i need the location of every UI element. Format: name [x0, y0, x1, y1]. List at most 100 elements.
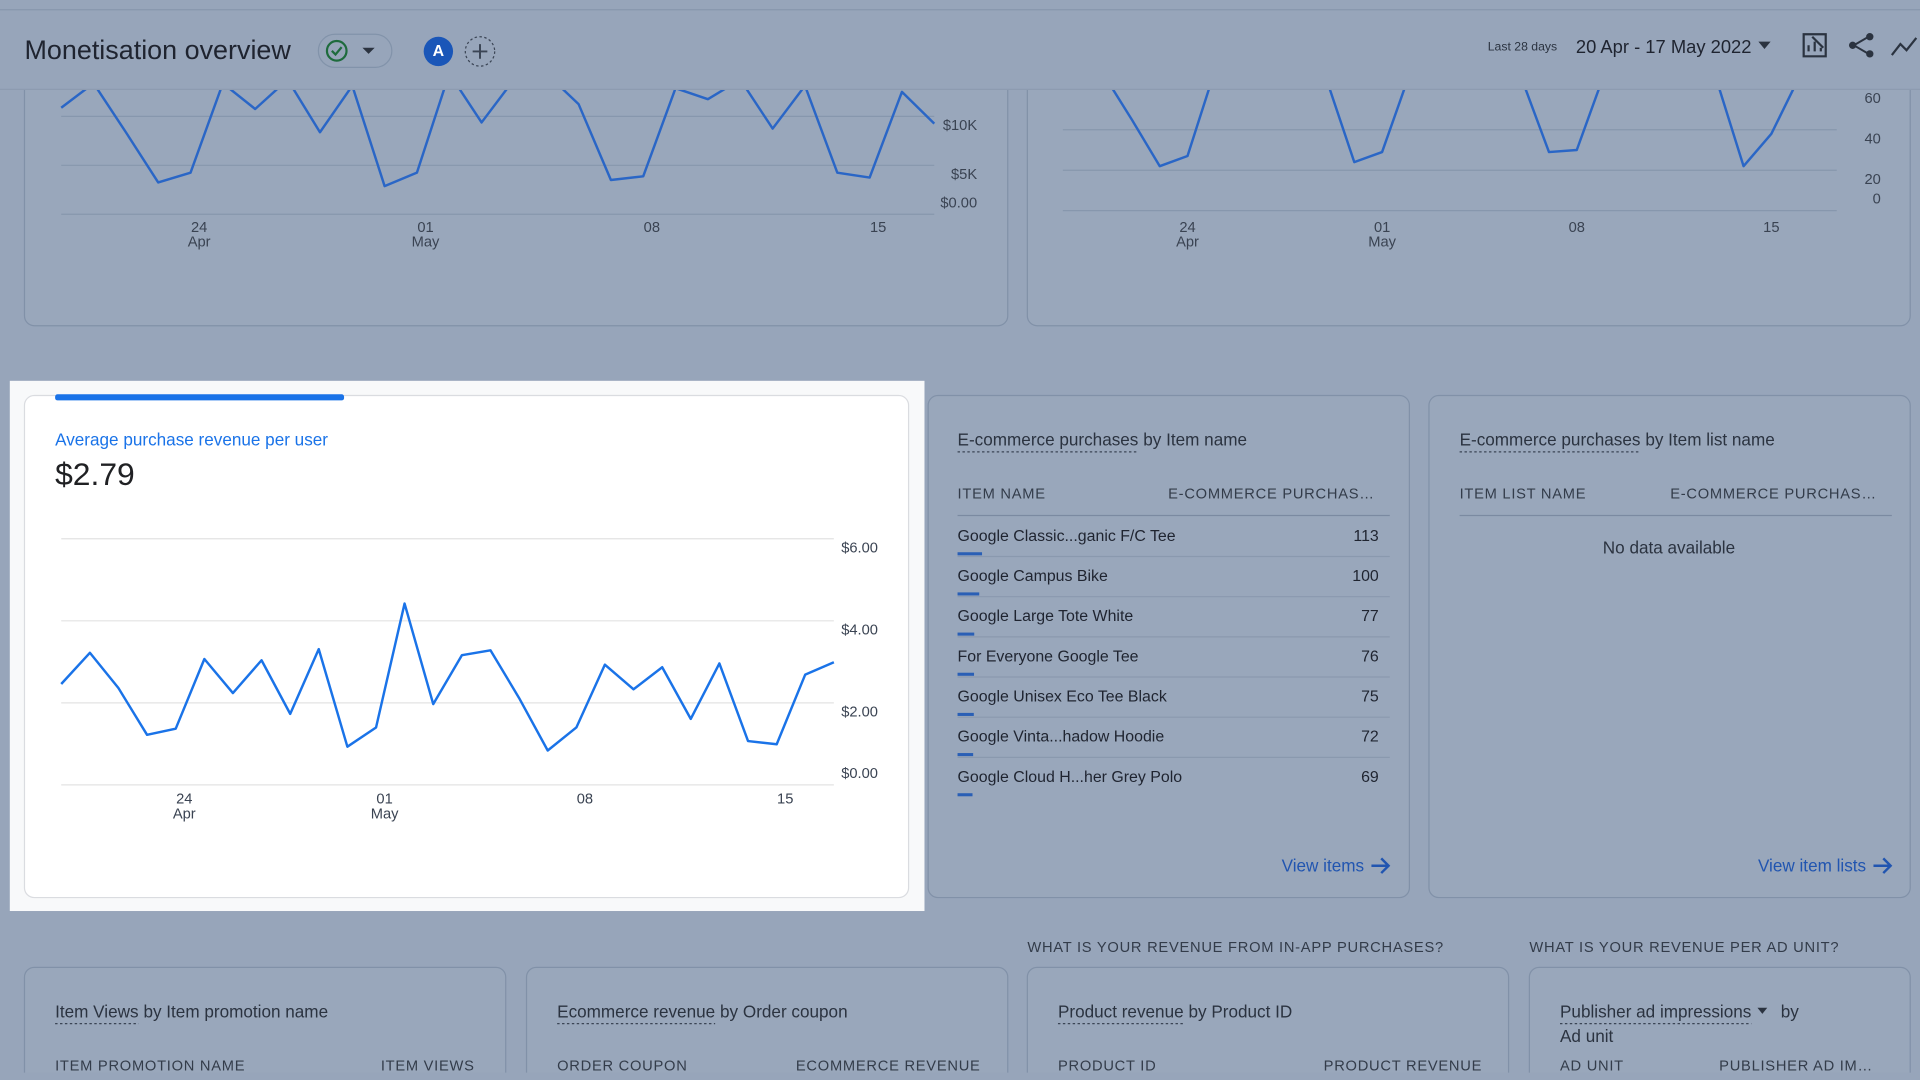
dimension-name[interactable]: by Item name — [1143, 430, 1247, 450]
column-header: AD UNIT — [1560, 1059, 1624, 1075]
link[interactable]: View items — [1282, 856, 1364, 876]
metric-name[interactable]: E-commerce purchases — [958, 430, 1139, 450]
share-icon — [1866, 50, 1874, 58]
arrow-icon — [1873, 857, 1893, 874]
y-tick-label: $4.00 — [841, 623, 878, 639]
avatar-letter: A — [433, 43, 445, 60]
card-title[interactable]: Product revenue by Product ID — [1058, 1001, 1292, 1021]
row-label: Google Campus Bike — [958, 568, 1108, 585]
row-value: 100 — [1352, 568, 1379, 585]
card[interactable] — [1428, 394, 1911, 899]
y-tick-label: 20 — [1864, 172, 1880, 188]
row-value: 77 — [1361, 608, 1379, 625]
metric-name[interactable]: Ecommerce revenue — [557, 1001, 715, 1021]
value-bar — [957, 712, 974, 716]
range-label: Last 28 days — [1488, 40, 1557, 54]
row-label: Google Vinta...hadow Hoodie — [958, 729, 1165, 746]
y-tick-label: $2.00 — [841, 705, 878, 721]
caret — [362, 47, 375, 54]
status-chip[interactable] — [317, 33, 393, 68]
card-title[interactable]: Ecommerce revenue by Order coupon — [557, 1001, 847, 1021]
customize-icon[interactable] — [1802, 33, 1827, 58]
column-header: ECOMMERCE REVENUE — [796, 1059, 981, 1075]
card-title[interactable]: E-commerce purchases by Item name — [958, 430, 1247, 450]
check-icon — [331, 46, 343, 57]
bottom-cards — [23, 966, 1911, 1080]
dimension-name[interactable]: by — [1781, 1001, 1800, 1021]
add-button[interactable] — [464, 36, 496, 67]
y-tick-label: $0.00 — [841, 766, 878, 782]
card-title-line2[interactable]: Ad unit — [1560, 1026, 1614, 1046]
section-question: WHAT IS YOUR REVENUE FROM IN-APP PURCHAS… — [1027, 940, 1444, 956]
x-tick-label: 24 — [191, 220, 207, 236]
x-tick-sublabel: May — [412, 234, 440, 250]
row-value: 113 — [1353, 528, 1379, 545]
y-tick-label: $0.00 — [940, 195, 977, 211]
metric-name[interactable]: Product revenue — [1058, 1001, 1184, 1021]
x-tick-label: 08 — [577, 792, 593, 808]
arrow-icon — [1371, 857, 1391, 874]
x-tick-label: 01 — [376, 792, 392, 808]
x-tick-label: 01 — [1374, 220, 1390, 236]
bottom-content: WHAT IS YOUR REVENUE FROM IN-APP PURCHAS… — [55, 940, 1872, 1075]
row-value: 72 — [1361, 729, 1379, 746]
row-label: Google Cloud H...her Grey Polo — [958, 769, 1183, 786]
metric-name[interactable]: E-commerce purchases — [1460, 430, 1641, 450]
y-tick-label: 0 — [1873, 192, 1881, 208]
x-tick-label: 15 — [777, 792, 793, 808]
cards — [9, 36, 1911, 1080]
card-title[interactable]: E-commerce purchases by Item list name — [1460, 430, 1775, 450]
insights-icon[interactable] — [1890, 37, 1918, 56]
link[interactable]: View item lists — [1758, 856, 1866, 876]
avatar[interactable] — [423, 36, 454, 67]
column-header: PRODUCT ID — [1058, 1059, 1156, 1075]
column-header: E-COMMERCE PURCHAS… — [1670, 487, 1877, 503]
share-icon — [1866, 33, 1874, 41]
row-label: Google Unisex Eco Tee Black — [958, 688, 1167, 705]
data-line — [60, 89, 936, 188]
x-tick-sublabel: Apr — [1176, 234, 1199, 250]
row-value: 76 — [1361, 648, 1379, 665]
x-tick-sublabel: Apr — [188, 234, 211, 250]
dimension-name[interactable]: by Order coupon — [720, 1001, 848, 1021]
value-bar — [957, 592, 980, 596]
y-tick-label: 40 — [1864, 132, 1880, 148]
chart-title[interactable]: Average purchase revenue per user — [55, 430, 328, 450]
column-header: E-COMMERCE PURCHAS… — [1168, 487, 1375, 503]
selected-tab — [55, 394, 345, 401]
data-line — [1111, 89, 1795, 168]
column-header: PRODUCT REVENUE — [1324, 1059, 1482, 1075]
x-tick-label: 24 — [1179, 220, 1195, 236]
card[interactable] — [1026, 966, 1510, 1080]
date-range[interactable]: 20 Apr - 17 May 2022 — [1576, 36, 1752, 57]
metric-name[interactable]: Publisher ad impressions — [1560, 1001, 1751, 1021]
row-label: For Everyone Google Tee — [958, 648, 1139, 665]
card[interactable] — [1528, 966, 1911, 1080]
column-header: ITEM PROMOTION NAME — [55, 1059, 245, 1075]
card[interactable] — [525, 966, 1009, 1080]
y-tick-label: 60 — [1864, 91, 1880, 107]
caret — [1757, 1007, 1768, 1014]
column-header: ITEM NAME — [958, 487, 1046, 503]
dimension-name[interactable]: by Product ID — [1189, 1001, 1293, 1021]
card[interactable] — [23, 966, 507, 1080]
share-icon — [1848, 41, 1857, 49]
metric-name[interactable]: Item Views — [55, 1001, 138, 1021]
card-title[interactable]: Item Views by Item promotion name — [55, 1001, 328, 1021]
x-tick-sublabel: May — [1368, 234, 1396, 250]
y-tick-label: $6.00 — [841, 541, 878, 557]
card — [23, 394, 910, 899]
card-title[interactable]: Publisher ad impressions by — [1560, 1001, 1799, 1021]
dimension-name[interactable]: by Item promotion name — [143, 1001, 328, 1021]
x-tick-sublabel: Apr — [173, 806, 196, 822]
x-tick-label: 24 — [176, 792, 192, 808]
dimension-name[interactable]: by Item list name — [1645, 430, 1774, 450]
value-bar — [957, 552, 983, 556]
value-bar — [957, 632, 975, 636]
header: Monetisation overview A Last 28 days 20 … — [0, 0, 1920, 90]
card[interactable] — [927, 394, 1410, 899]
x-tick-sublabel: May — [371, 806, 399, 822]
